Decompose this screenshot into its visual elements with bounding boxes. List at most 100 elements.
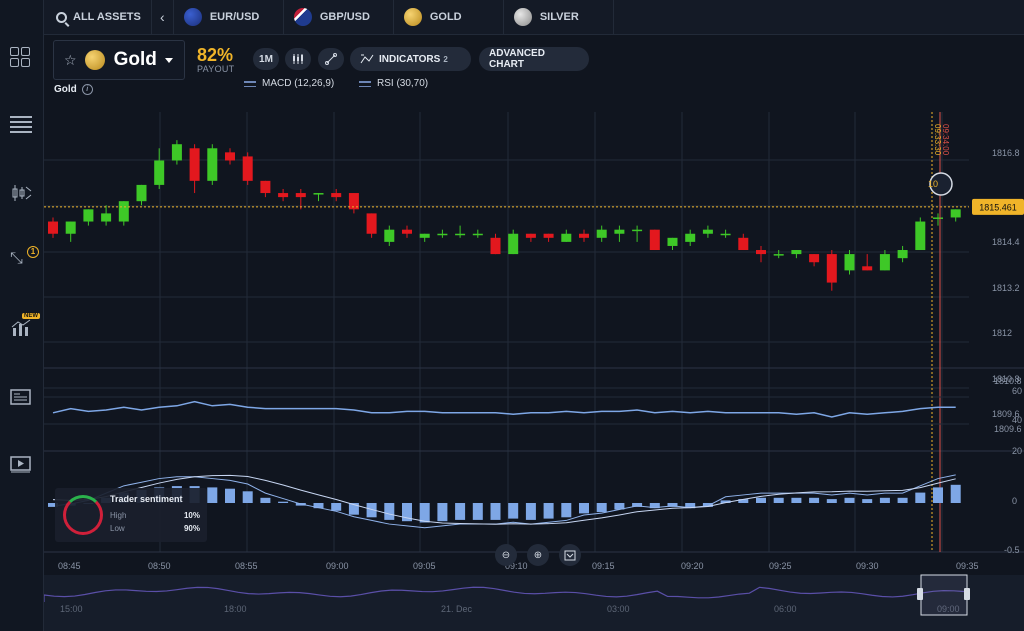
navigator-tick-label: 03:00: [607, 604, 630, 614]
macd-tick-label: 0: [1012, 496, 1017, 506]
tab-label: SILVER: [539, 11, 579, 23]
left-sidebar: ⤡ 1 NEW: [0, 0, 44, 631]
payout-label: PAYOUT: [197, 64, 235, 74]
legend-swatch: [244, 80, 256, 87]
candle-body: [366, 213, 377, 234]
price-chart[interactable]: 1815.461 1816.8 1814.4 1813.2 1812 1810.8 1809…: [44, 112, 1024, 631]
macd-histogram-bar: [826, 499, 837, 503]
info-icon[interactable]: i: [81, 84, 93, 95]
payout-value: 82%: [197, 45, 234, 65]
tab-eur-usd[interactable]: EUR/USD: [174, 0, 284, 34]
candle-body: [225, 152, 235, 161]
price-tick-label: 1809.6: [992, 409, 1020, 419]
chevron-down-icon: [164, 57, 173, 63]
macd-histogram-bar: [384, 503, 395, 520]
candle-body: [579, 233, 589, 238]
trader-sentiment-panel: Trader sentiment High 10% Low 90%: [55, 488, 207, 542]
macd-histogram-bar: [207, 487, 218, 503]
asset-subtitle-label: Gold: [54, 84, 77, 95]
arrows-badge: 1: [27, 246, 39, 258]
indicators-icon: [360, 54, 374, 64]
analytics-icon[interactable]: NEW: [10, 313, 40, 338]
macd-histogram-bar: [313, 503, 324, 509]
macd-histogram-bar: [366, 503, 377, 518]
candle-body: [879, 254, 890, 271]
video-icon[interactable]: [10, 454, 32, 474]
drawing-tool-button[interactable]: [318, 48, 344, 70]
macd-histogram-bar: [685, 503, 696, 509]
navigator-tick-label: 15:00: [60, 604, 83, 614]
macd-histogram-bar: [402, 503, 412, 522]
candle-body: [278, 193, 289, 198]
new-badge: NEW: [22, 313, 40, 319]
candle-body: [313, 193, 324, 195]
legend-swatch: [359, 80, 371, 87]
time-tick-label: 09:30: [856, 561, 879, 571]
tab-silver[interactable]: SILVER: [504, 0, 614, 34]
candle-body: [826, 254, 837, 283]
macd-histogram-bar: [720, 500, 731, 503]
candle-body: [260, 180, 271, 194]
rsi-legend[interactable]: RSI (30,70): [359, 78, 428, 89]
price-tick-label: 1810.8: [992, 374, 1020, 384]
purchase-deadline-time: 09:33:30: [933, 124, 942, 156]
candle-body: [118, 201, 129, 222]
chevron-left-icon[interactable]: ‹: [152, 0, 174, 34]
indicators-count: 2: [443, 54, 448, 64]
navigator-window: [920, 574, 968, 616]
list-icon[interactable]: [10, 116, 32, 136]
candle-body: [402, 229, 412, 234]
candle-body: [561, 233, 572, 242]
time-tick-label: 09:20: [681, 561, 704, 571]
time-tick-label: 09:15: [592, 561, 615, 571]
advanced-chart-button[interactable]: ADVANCED CHART: [479, 47, 589, 71]
zoom-out-button[interactable]: ⊖: [495, 544, 517, 566]
macd-histogram-bar: [950, 484, 961, 503]
tab-label: EUR/USD: [209, 11, 260, 23]
chart-type-button[interactable]: [285, 48, 311, 70]
candles-icon: [293, 54, 303, 64]
tab-gold[interactable]: GOLD: [394, 0, 504, 34]
zoom-in-icon: ⊕: [533, 549, 543, 561]
gbp-flag-icon: [293, 8, 312, 26]
time-tick-label: 08:50: [148, 561, 171, 571]
rsi-legend-label: RSI (30,70): [377, 78, 429, 89]
asset-selector[interactable]: ☆ Gold: [53, 40, 185, 80]
grid-icon[interactable]: [10, 47, 32, 67]
time-tick-label: 09:25: [769, 561, 792, 571]
all-assets-label: ALL ASSETS: [73, 11, 141, 23]
candle-body: [242, 156, 253, 181]
gold-coin-icon: [403, 8, 422, 26]
macd-histogram-bar: [455, 503, 466, 520]
navigator-handle-left: [917, 588, 923, 600]
macd-histogram-bar: [897, 497, 908, 503]
candle-body: [720, 233, 731, 236]
candle-body: [65, 221, 76, 234]
news-icon[interactable]: [10, 387, 32, 407]
scroll-end-icon: [564, 550, 576, 560]
candle-body: [525, 233, 536, 238]
macd-histogram-bar: [561, 503, 572, 518]
candle-body: [756, 250, 766, 255]
candles-icon[interactable]: [10, 183, 32, 203]
zoom-out-icon: ⊖: [501, 549, 511, 561]
macd-legend[interactable]: MACD (12,26,9): [244, 78, 334, 89]
macd-histogram-bar: [862, 499, 873, 503]
timeframe-button[interactable]: 1M: [253, 48, 279, 70]
navigator-tick-label: 06:00: [774, 604, 797, 614]
star-icon[interactable]: ☆: [64, 51, 77, 68]
sentiment-low-label: Low: [110, 524, 125, 533]
macd-legend-label: MACD (12,26,9): [262, 78, 335, 89]
macd-histogram-bar: [543, 503, 554, 519]
candle-body: [48, 221, 58, 234]
candle-body: [773, 254, 784, 256]
zoom-in-button[interactable]: ⊕: [527, 544, 549, 566]
tab-gbp-usd[interactable]: GBP/USD: [284, 0, 394, 34]
scroll-to-end-button[interactable]: [559, 544, 581, 566]
sentiment-high-row: High 10%: [110, 511, 200, 520]
candle-body: [667, 237, 678, 246]
arrows-icon[interactable]: ⤡ 1: [10, 246, 39, 270]
all-assets-button[interactable]: ALL ASSETS: [44, 0, 152, 34]
candle-body: [207, 148, 218, 181]
indicators-button[interactable]: INDICATORS 2: [350, 47, 471, 71]
